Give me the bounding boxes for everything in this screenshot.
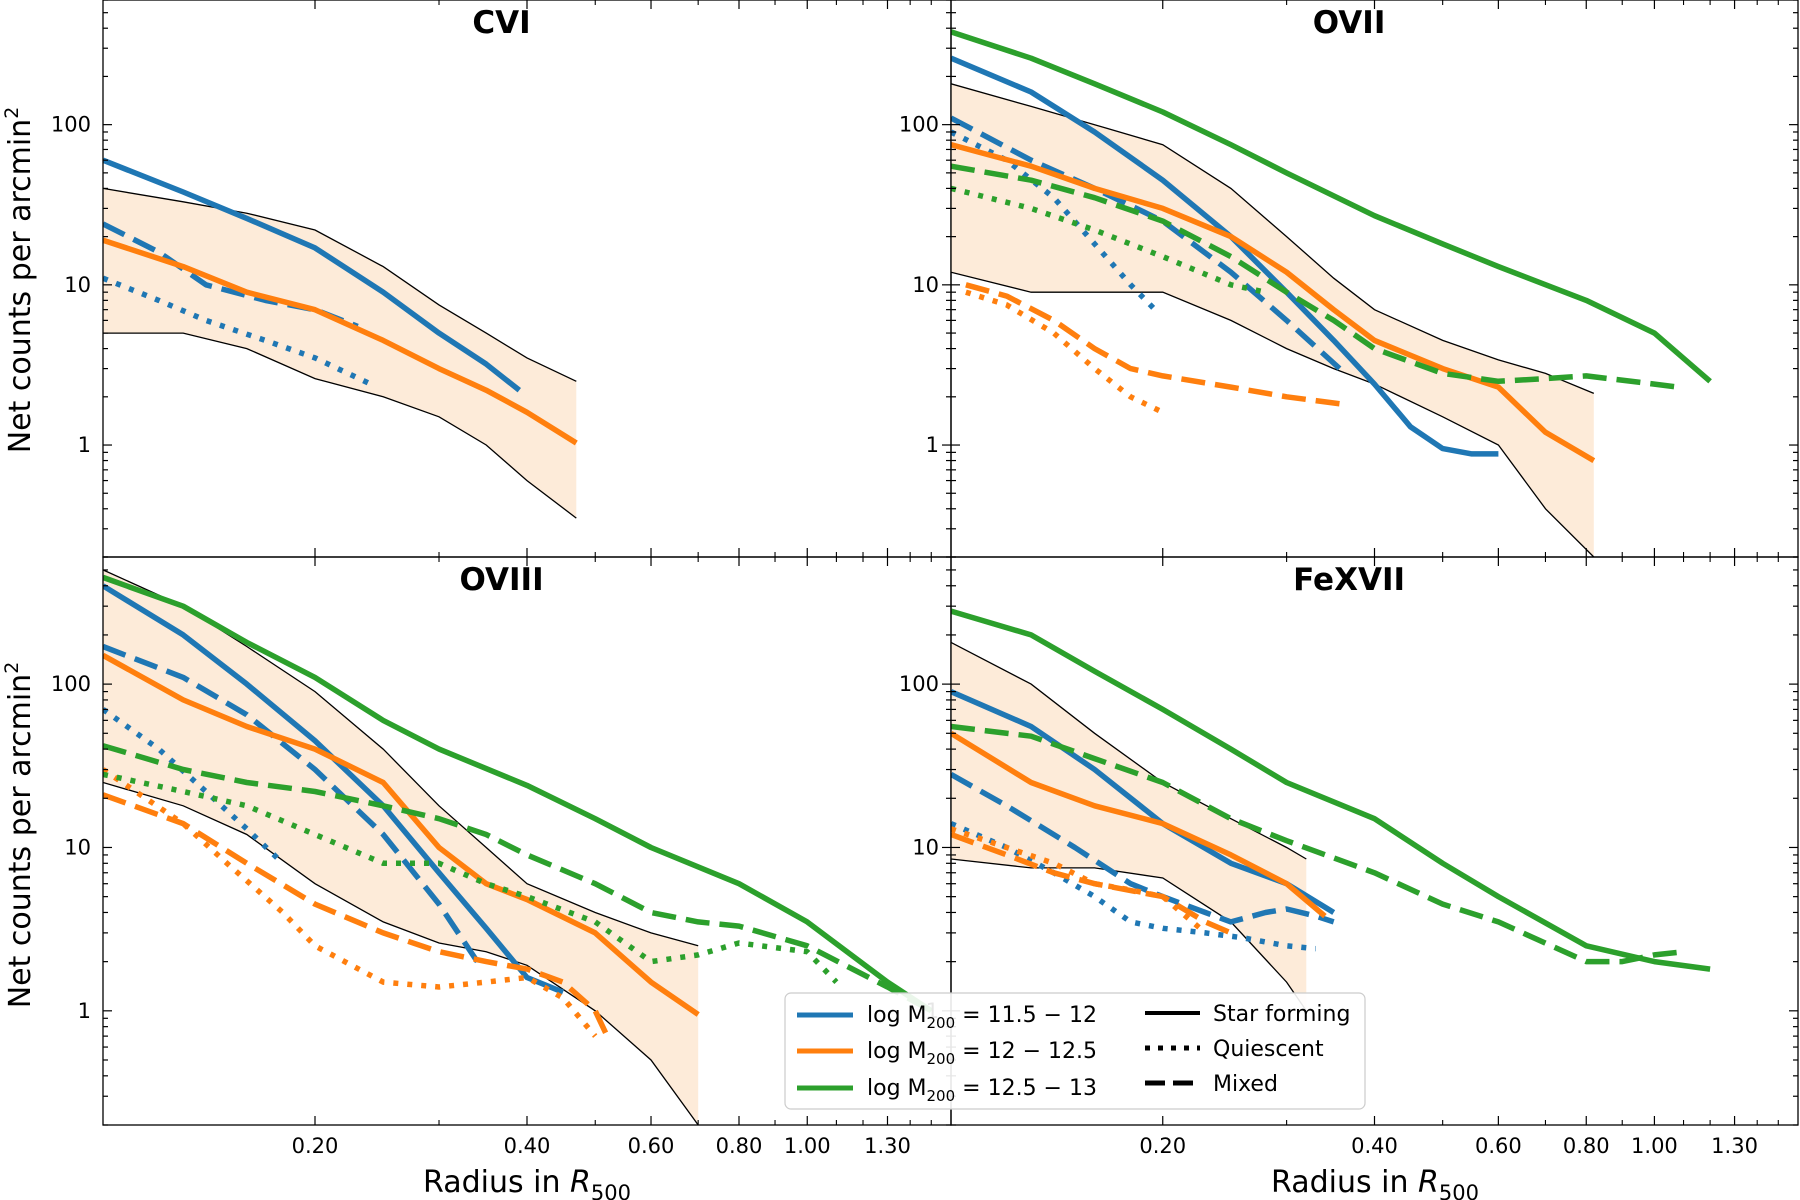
legend-label-star-forming: Star forming xyxy=(1213,1002,1350,1027)
ytick-label: 10 xyxy=(912,273,939,297)
ytick-label: 1 xyxy=(78,433,91,457)
ytick-label: 10 xyxy=(64,273,91,297)
xtick-label: 0.60 xyxy=(1475,1134,1522,1158)
legend-label-mass-2: log M200 = 12 − 12.5 xyxy=(867,1039,1097,1068)
xtick-label: 0.60 xyxy=(628,1134,675,1158)
legend-label-mass-3: log M200 = 12.5 − 13 xyxy=(867,1076,1097,1105)
figure-canvas: 1 10 100 CVI 1 10 100 OVII 1 10 100 0.20 0.40 0.60 0.8… xyxy=(0,0,1800,1200)
xtick-label: 0.40 xyxy=(504,1134,551,1158)
panel-title: OVIII xyxy=(459,562,543,598)
xtick-label: 0.20 xyxy=(1139,1134,1186,1158)
xtick-label: 1.00 xyxy=(784,1134,831,1158)
ytick-label: 1 xyxy=(926,433,939,457)
legend-label-quiescent: Quiescent xyxy=(1213,1037,1324,1062)
xtick-label: 0.40 xyxy=(1351,1134,1398,1158)
ytick-label: 100 xyxy=(51,672,91,696)
panel-title: CVI xyxy=(472,5,530,41)
xtick-label: 1.30 xyxy=(1711,1134,1758,1158)
ytick-label: 1 xyxy=(78,999,91,1023)
legend-label-mass-1: log M200 = 11.5 − 12 xyxy=(867,1003,1097,1032)
ytick-label: 100 xyxy=(899,672,939,696)
legend: log M200 = 11.5 − 12 log M200 = 12 − 12.… xyxy=(785,993,1365,1109)
ytick-label: 100 xyxy=(51,113,91,137)
ytick-label: 10 xyxy=(912,835,939,859)
panel-title: OVII xyxy=(1313,5,1386,41)
legend-label-mixed: Mixed xyxy=(1213,1072,1278,1097)
xtick-label: 1.00 xyxy=(1631,1134,1678,1158)
xtick-label: 1.30 xyxy=(864,1134,911,1158)
ytick-label: 100 xyxy=(899,113,939,137)
xtick-label: 0.80 xyxy=(716,1134,763,1158)
ylabel-bottom: Net counts per arcmin2 xyxy=(1,662,38,1009)
panel-title: FeXVII xyxy=(1293,562,1405,598)
ylabel-top: Net counts per arcmin2 xyxy=(1,107,38,454)
xtick-label: 0.80 xyxy=(1563,1134,1610,1158)
ytick-label: 10 xyxy=(64,835,91,859)
xtick-label: 0.20 xyxy=(292,1134,339,1158)
